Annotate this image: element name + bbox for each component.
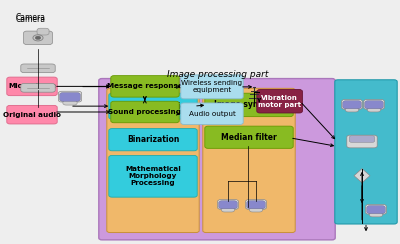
Text: Audio output: Audio output	[188, 111, 236, 117]
FancyBboxPatch shape	[250, 207, 262, 212]
FancyBboxPatch shape	[247, 201, 265, 209]
FancyBboxPatch shape	[257, 90, 302, 113]
FancyBboxPatch shape	[349, 136, 375, 142]
FancyBboxPatch shape	[368, 107, 380, 112]
Text: Camera: Camera	[15, 15, 45, 24]
FancyBboxPatch shape	[366, 204, 386, 214]
FancyBboxPatch shape	[371, 210, 381, 216]
Text: Mathematical
Morphology
Processing: Mathematical Morphology Processing	[125, 166, 181, 186]
FancyBboxPatch shape	[65, 98, 75, 104]
Text: Camera: Camera	[15, 13, 45, 21]
Text: Message response: Message response	[107, 83, 183, 89]
FancyBboxPatch shape	[7, 105, 57, 124]
FancyBboxPatch shape	[109, 155, 197, 197]
FancyBboxPatch shape	[346, 107, 358, 112]
Text: Microphone: Microphone	[8, 83, 56, 89]
FancyBboxPatch shape	[7, 77, 57, 96]
FancyBboxPatch shape	[205, 93, 293, 117]
FancyBboxPatch shape	[335, 80, 397, 224]
FancyBboxPatch shape	[223, 205, 233, 211]
Text: Vibration
motor part: Vibration motor part	[258, 95, 301, 108]
Polygon shape	[354, 169, 370, 183]
FancyBboxPatch shape	[24, 31, 52, 45]
FancyBboxPatch shape	[111, 101, 179, 123]
FancyBboxPatch shape	[342, 100, 362, 109]
FancyBboxPatch shape	[347, 105, 357, 111]
FancyBboxPatch shape	[58, 91, 82, 102]
FancyBboxPatch shape	[37, 28, 49, 35]
Text: Binarization: Binarization	[127, 135, 179, 144]
FancyBboxPatch shape	[21, 64, 55, 73]
FancyBboxPatch shape	[181, 103, 243, 124]
FancyBboxPatch shape	[365, 101, 383, 109]
FancyBboxPatch shape	[21, 83, 55, 92]
FancyBboxPatch shape	[63, 100, 77, 105]
Circle shape	[35, 36, 41, 40]
FancyBboxPatch shape	[367, 206, 385, 214]
FancyBboxPatch shape	[222, 207, 234, 212]
FancyBboxPatch shape	[251, 205, 261, 211]
FancyBboxPatch shape	[246, 200, 266, 209]
Text: Image acquisition: Image acquisition	[114, 102, 192, 111]
Text: Original audio: Original audio	[3, 112, 61, 118]
FancyBboxPatch shape	[370, 212, 382, 217]
Text: Sound processing: Sound processing	[108, 109, 182, 115]
FancyBboxPatch shape	[109, 93, 197, 119]
FancyBboxPatch shape	[369, 105, 379, 111]
FancyBboxPatch shape	[107, 88, 199, 233]
FancyBboxPatch shape	[347, 135, 377, 148]
FancyBboxPatch shape	[343, 101, 361, 109]
FancyBboxPatch shape	[203, 88, 295, 233]
FancyBboxPatch shape	[111, 76, 179, 97]
Text: Wireless sending
equipment: Wireless sending equipment	[182, 80, 242, 93]
FancyBboxPatch shape	[109, 129, 197, 151]
FancyBboxPatch shape	[99, 79, 335, 240]
Text: Median filter: Median filter	[221, 133, 277, 142]
FancyBboxPatch shape	[60, 93, 80, 101]
Text: Image synthesis: Image synthesis	[214, 101, 284, 109]
FancyBboxPatch shape	[205, 126, 293, 148]
FancyBboxPatch shape	[181, 75, 243, 99]
FancyBboxPatch shape	[364, 100, 384, 109]
FancyBboxPatch shape	[218, 200, 238, 209]
Text: Image processing part: Image processing part	[166, 70, 268, 79]
FancyBboxPatch shape	[219, 201, 237, 209]
